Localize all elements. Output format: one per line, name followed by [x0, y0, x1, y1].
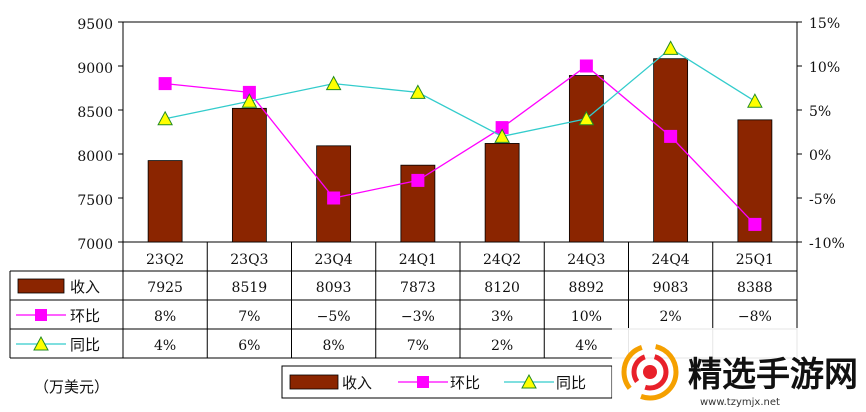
table-cell: 8892 — [569, 280, 605, 296]
y-right-tick-label: 0% — [809, 148, 831, 164]
row-key-marker — [35, 309, 47, 321]
watermark-url: www.tzymjx.net — [700, 397, 780, 408]
point-marker — [494, 128, 510, 143]
row-label: 收入 — [70, 278, 100, 296]
table-cell: 7925 — [147, 280, 183, 296]
series-line — [165, 65, 756, 225]
table-cell: −3% — [401, 309, 435, 325]
table-cell: 10% — [571, 309, 602, 325]
table-cell: 8093 — [316, 280, 352, 296]
table-cell: 8% — [154, 309, 176, 325]
table-cell: 7% — [238, 309, 260, 325]
point-marker — [157, 110, 173, 126]
table-cell: 2% — [660, 309, 682, 325]
table-cell: 4% — [575, 338, 597, 354]
legend-label: 环比 — [450, 374, 480, 392]
plot-area — [122, 21, 798, 243]
category-label: 24Q1 — [399, 252, 437, 268]
category-label: 23Q3 — [230, 252, 268, 268]
y-right-tick-label: -5% — [809, 192, 836, 208]
legend: 收入 环比 同比 — [281, 365, 613, 399]
legend-marker — [417, 376, 429, 388]
legend-marker — [521, 373, 537, 389]
logo-core — [643, 365, 657, 379]
logo-ring — [621, 343, 679, 401]
line-series — [157, 40, 763, 231]
watermark: 精选手游网 www.tzymjx.net — [612, 328, 864, 412]
y-right-tick-label: 5% — [809, 104, 831, 120]
category-label: 25Q1 — [736, 252, 774, 268]
legend-label: 收入 — [342, 374, 372, 392]
watermark-text: 精选手游网 — [688, 355, 858, 395]
row-key-marker — [33, 335, 49, 351]
category-label: 24Q3 — [567, 252, 605, 268]
table-cell: 2% — [491, 338, 513, 354]
point-marker — [411, 173, 425, 187]
table-cell: 8388 — [737, 280, 773, 296]
y-left-tick-label: 7500 — [77, 193, 113, 209]
table-cell: 8% — [323, 338, 345, 354]
table-cell: 8120 — [484, 280, 520, 296]
table-cell: 6% — [238, 338, 260, 354]
row-key-swatch — [17, 278, 65, 294]
point-marker — [748, 217, 762, 231]
y-right-tick-label: 10% — [809, 60, 840, 76]
logo-ring — [631, 353, 669, 391]
watermark-logo — [621, 343, 679, 401]
table-cell: −5% — [317, 309, 351, 325]
point-marker — [662, 40, 679, 55]
point-marker — [578, 110, 595, 126]
y-left-tick-label: 8500 — [77, 105, 113, 121]
point-marker — [410, 84, 426, 99]
table-cell: 7% — [407, 338, 429, 354]
point-marker — [158, 77, 172, 91]
table-cell: 3% — [491, 309, 513, 325]
axes: 7000 7500 8000 8500 9000 9500 -10% -5% 0% 5% 10% 15… — [77, 16, 845, 253]
bar — [231, 107, 267, 243]
series-line — [164, 47, 756, 138]
point-marker — [327, 191, 341, 205]
y-right-tick-label: 15% — [809, 16, 840, 32]
table-cell: −8% — [738, 309, 772, 325]
point-marker — [664, 129, 678, 143]
category-label: 24Q4 — [652, 252, 690, 268]
point-marker — [241, 93, 258, 108]
bar — [568, 75, 604, 243]
table-cell: 7873 — [400, 280, 436, 296]
category-label: 23Q2 — [146, 252, 184, 268]
bar — [653, 58, 689, 243]
bar — [484, 143, 520, 243]
y-left-tick-label: 7000 — [77, 237, 113, 253]
unit-label: （万美元） — [34, 378, 109, 396]
y-left-tick-label: 9000 — [77, 61, 113, 77]
point-marker — [579, 59, 593, 73]
category-label: 24Q2 — [483, 252, 521, 268]
point-marker — [747, 93, 763, 108]
y-left-tick-label: 9500 — [77, 17, 113, 33]
bar-series — [147, 58, 773, 243]
y-right-tick-label: -10% — [809, 236, 845, 252]
table-cell: 9083 — [653, 280, 689, 296]
bar — [147, 160, 183, 243]
y-left-tick-label: 8000 — [77, 149, 113, 165]
point-marker — [325, 75, 342, 91]
category-label: 23Q4 — [315, 252, 353, 268]
legend-swatch — [289, 374, 339, 390]
legend-label: 同比 — [556, 374, 586, 392]
data-table: 23Q2 23Q3 23Q4 24Q1 24Q2 24Q3 24Q4 25Q1 收入 7925 85… — [9, 242, 798, 359]
table-cell: 8519 — [232, 280, 268, 296]
row-label: 同比 — [70, 336, 100, 354]
table-cell: 4% — [154, 338, 176, 354]
row-label: 环比 — [70, 307, 100, 325]
